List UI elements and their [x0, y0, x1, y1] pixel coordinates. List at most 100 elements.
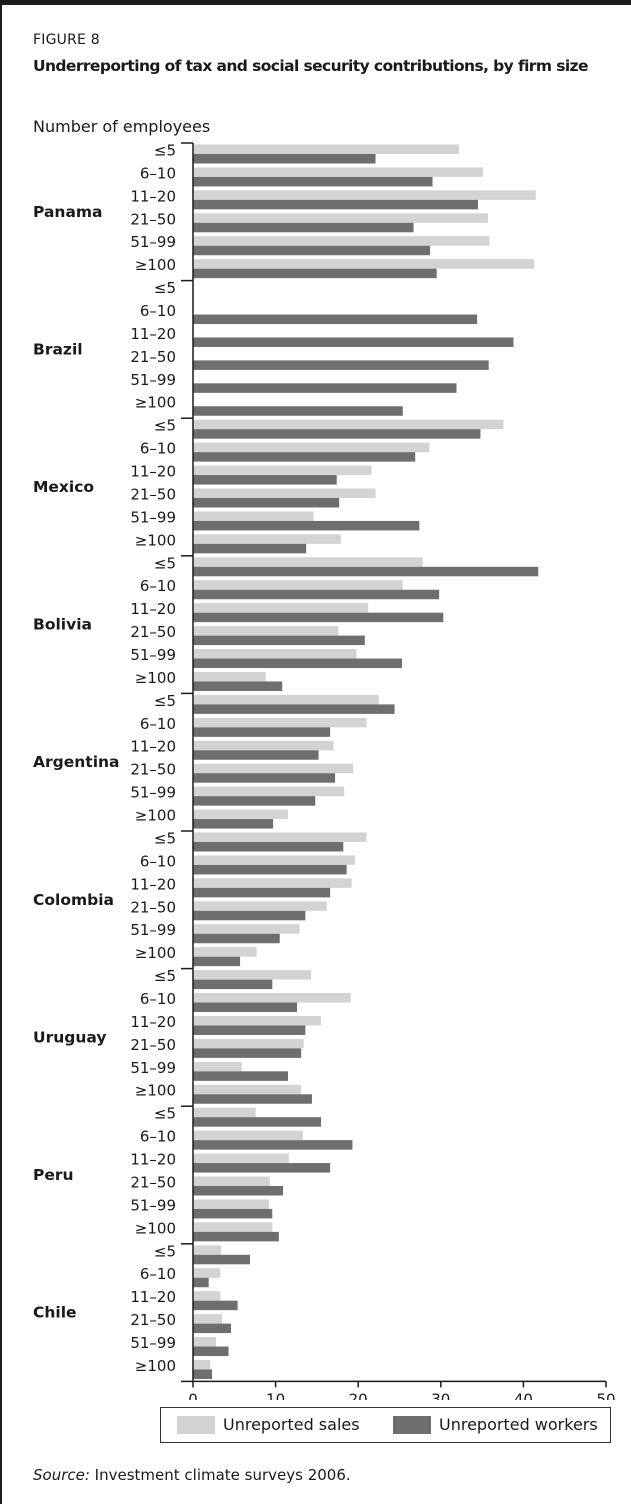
- category-tick-label: 51–99: [130, 233, 176, 251]
- category-tick-label: 21–50: [130, 1311, 176, 1329]
- category-tick-label: 11–20: [130, 738, 176, 756]
- bar-unreported-sales: [193, 901, 327, 911]
- bar-unreported-workers: [193, 1323, 231, 1334]
- category-tick-label: 51–99: [130, 1196, 176, 1214]
- bar-unreported-sales: [193, 694, 379, 705]
- category-tick-label: ≥100: [135, 394, 176, 412]
- bar-unreported-sales: [193, 924, 300, 934]
- bar-unreported-sales: [193, 626, 339, 636]
- bar-unreported-sales: [193, 1061, 242, 1072]
- bar-unreported-sales: [193, 1314, 222, 1324]
- legend-label-workers: Unreported workers: [439, 1415, 598, 1434]
- bar-unreported-workers: [193, 1254, 250, 1265]
- bar-unreported-sales: [193, 190, 536, 200]
- bar-unreported-sales: [193, 1337, 217, 1347]
- bar-unreported-workers: [193, 727, 331, 737]
- bar-chart: Panama ≤5 6–10 11–20 21–50 51–99 ≥100 Brazil ≤5 6…: [33, 141, 616, 1400]
- category-tick-label: 51–99: [130, 1059, 176, 1077]
- bar-unreported-workers: [193, 543, 307, 554]
- bar-unreported-workers: [193, 1300, 238, 1311]
- y-axis-title: Number of employees: [33, 117, 211, 136]
- bar-unreported-sales: [193, 213, 488, 223]
- category-tick-label: ≤5: [154, 554, 176, 572]
- x-tick-label: 30: [431, 1390, 450, 1400]
- category-tick-label: ≥100: [135, 531, 176, 549]
- x-tick-label: 40: [514, 1390, 533, 1400]
- category-tick-label: ≥100: [135, 807, 176, 825]
- bar-unreported-workers: [193, 842, 344, 852]
- country-label: Panama: [33, 203, 103, 221]
- category-tick-label: 51–99: [130, 508, 176, 526]
- category-tick-label: 11–20: [130, 1151, 176, 1169]
- category-tick-label: 11–20: [130, 463, 176, 481]
- bar-unreported-workers: [193, 314, 478, 325]
- category-tick-label: 21–50: [130, 210, 176, 228]
- bar-unreported-workers: [193, 1002, 298, 1013]
- bar-unreported-workers: [193, 383, 457, 393]
- bar-unreported-sales: [193, 1107, 256, 1118]
- bar-unreported-sales: [193, 763, 354, 774]
- bar-unreported-workers: [193, 268, 437, 279]
- bar-unreported-sales: [193, 557, 423, 567]
- country-label: Colombia: [33, 891, 114, 909]
- bar-unreported-workers: [193, 429, 481, 439]
- bar-unreported-sales: [193, 144, 459, 154]
- category-tick-label: 6–10: [140, 164, 176, 182]
- category-tick-label: 11–20: [130, 1013, 176, 1031]
- legend-label-sales: Unreported sales: [223, 1415, 360, 1434]
- category-tick-label: 51–99: [130, 646, 176, 664]
- bar-unreported-workers: [193, 337, 514, 347]
- bar-unreported-workers: [193, 1186, 284, 1196]
- bar-unreported-workers: [193, 475, 337, 485]
- country-label: Peru: [33, 1166, 74, 1184]
- category-tick-label: 6–10: [140, 1265, 176, 1283]
- bar-unreported-workers: [193, 910, 306, 921]
- bar-unreported-workers: [193, 612, 444, 623]
- bar-unreported-workers: [193, 1277, 209, 1288]
- bar-unreported-sales: [193, 465, 372, 476]
- bar-unreported-workers: [193, 176, 433, 187]
- category-tick-label: 6–10: [140, 302, 176, 320]
- x-tick-label: 20: [349, 1390, 368, 1400]
- bar-unreported-workers: [193, 520, 420, 531]
- bar-unreported-sales: [193, 167, 483, 177]
- category-tick-label: ≥100: [135, 256, 176, 274]
- bar-unreported-workers: [193, 658, 402, 669]
- category-tick-label: ≥100: [135, 669, 176, 687]
- category-tick-label: 51–99: [130, 784, 176, 802]
- bar-unreported-workers: [193, 704, 395, 714]
- category-tick-label: 51–99: [130, 1334, 176, 1352]
- category-tick-label: 21–50: [130, 898, 176, 916]
- bar-unreported-sales: [193, 832, 367, 842]
- bar-unreported-sales: [193, 534, 341, 544]
- bar-unreported-sales: [193, 740, 334, 751]
- x-tick-label: 10: [266, 1390, 285, 1400]
- bar-unreported-workers: [193, 498, 340, 508]
- bar-unreported-sales: [193, 1291, 221, 1301]
- bar-unreported-sales: [193, 855, 355, 865]
- bar-unreported-workers: [193, 1071, 288, 1081]
- country-label: Argentina: [33, 753, 120, 771]
- bar-unreported-sales: [193, 259, 535, 269]
- bar-unreported-workers: [193, 750, 319, 760]
- x-tick-label: 50: [596, 1390, 615, 1400]
- country-label: Chile: [33, 1304, 77, 1322]
- bar-unreported-sales: [193, 671, 266, 682]
- category-tick-label: ≥100: [135, 1357, 176, 1375]
- category-tick-label: ≤5: [154, 1242, 176, 1260]
- country-label: Brazil: [33, 340, 83, 358]
- bar-unreported-sales: [193, 878, 352, 888]
- country-label: Mexico: [33, 478, 94, 496]
- bar-unreported-workers: [193, 1094, 312, 1104]
- bar-unreported-sales: [193, 236, 490, 246]
- bar-unreported-sales: [193, 786, 345, 797]
- source-text: Investment climate surveys 2006.: [89, 1466, 351, 1484]
- category-tick-label: 11–20: [130, 1288, 176, 1306]
- bar-unreported-sales: [193, 717, 367, 728]
- bar-unreported-sales: [193, 1222, 273, 1232]
- category-tick-label: ≤5: [154, 967, 176, 985]
- category-tick-label: 6–10: [140, 577, 176, 595]
- country-label: Uruguay: [33, 1028, 106, 1046]
- bar-unreported-workers: [193, 1025, 306, 1035]
